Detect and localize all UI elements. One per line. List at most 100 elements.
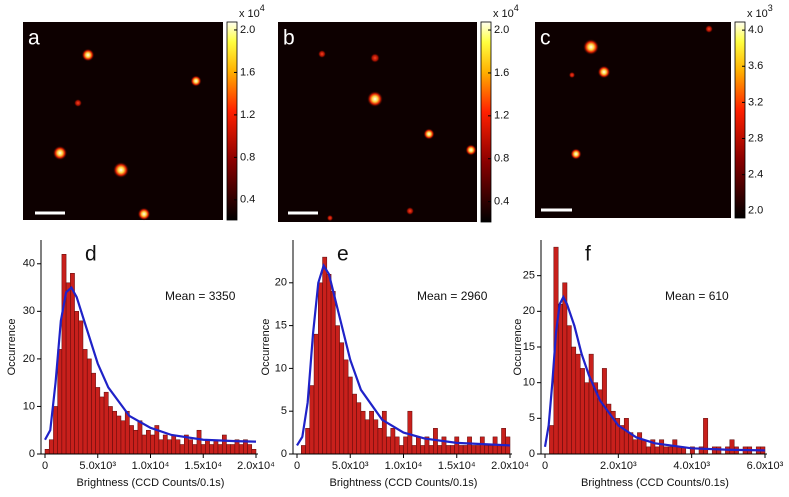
histogram-bar [150,434,155,455]
histogram-bar [103,391,109,455]
y-tick-label: 20 [523,305,535,317]
y-axis-label: Occurrence [6,319,18,376]
fluorescent-spot [705,25,713,33]
histogram-bar [381,410,387,455]
histogram-bar [335,325,340,455]
x-tick-label: 0 [294,460,300,472]
histogram-bar [141,434,147,455]
multiplier-exponent: 4 [514,3,519,13]
histogram-bar [196,429,202,455]
histogram-bar [309,385,315,455]
histogram-bar [386,436,391,455]
histogram-bar [343,359,349,455]
x-tick-label: 1.5x10⁴ [184,460,222,472]
x-tick-label: 1.5x10⁴ [438,460,476,472]
colorbar-tick-label: 0.4 [494,196,509,208]
histogram-bar [209,444,215,455]
panel-label: a [28,27,40,50]
histogram-bar [162,434,168,455]
histogram-bar [571,346,577,455]
histogram-bar [601,368,607,455]
histogram-bar [247,444,253,455]
histogram-bar [221,434,227,455]
fit-curve [44,285,257,443]
fit-curve [543,294,766,452]
histogram-bar [356,402,362,455]
colorbar-tick-label: 2.4 [748,169,763,181]
histogram-bar [549,425,555,455]
histogram-bar [200,444,206,455]
annotation: Mean = 610 [665,289,729,303]
histogram-bar [330,291,336,455]
x-tick-label: 2.0x10⁴ [491,460,529,472]
colorbar-tick-label: 4.0 [748,24,763,36]
x-tick-label: 0 [42,460,48,472]
multiplier-exponent: 3 [768,3,773,13]
histogram-bar [57,349,63,455]
histogram-bar [398,445,404,455]
colorbar-tick-label: 3.2 [748,96,763,108]
histogram-bar [484,445,489,455]
colorbar [734,21,746,219]
fluorescent-spot [406,207,414,215]
histogram-bar [95,387,101,455]
histogram-bar [369,410,374,455]
fluorescent-spot [113,162,129,178]
fluorescent-spot [568,71,576,79]
histogram-bar [420,445,426,455]
histogram-bar [364,419,370,455]
histogram-bar [301,445,306,455]
histogram-bar [637,432,643,455]
histogram-bar [428,445,434,455]
y-tick-label: 0 [29,448,35,460]
x-axis-label: Brightness (CCD Counts/0.1s) [330,477,478,489]
histogram-bar [146,429,151,455]
annotation: Mean = 3350 [165,289,236,303]
histogram-bar [217,444,223,455]
colorbar-tick-label: 2.8 [748,132,763,144]
fit-curve [296,263,511,447]
histogram-bar [158,439,164,455]
histogram-bar [623,418,629,455]
histogram-bar [360,410,366,455]
histogram-bar [373,419,379,455]
fluorescent-spot [370,53,380,63]
histogram-bar [501,428,506,455]
y-tick-label: 25 [523,270,535,282]
y-tick-label: 0 [529,448,535,460]
y-tick-label: 10 [523,377,535,389]
y-tick-label: 0 [281,448,287,460]
micrograph [535,22,731,218]
histogram-bar [641,439,647,455]
histogram-bar [86,358,92,455]
histogram-bar [213,439,219,455]
histogram-bar [171,434,177,455]
x-tick-label: 5.0x10³ [332,460,369,472]
histogram-bar [230,444,236,455]
x-axis-label: Brightness (CCD Counts/0.1s) [581,477,729,489]
histogram-bar [450,445,455,455]
histogram-bar [654,446,660,455]
x-tick-label: 5.0x10³ [79,460,116,472]
x-tick-label: 2.0x10³ [600,460,637,472]
x-tick-label: 1.0x10⁴ [132,460,170,472]
histogram-bar [347,376,353,455]
histogram-bar [645,446,651,455]
panel-label: f [585,243,591,266]
y-axis-label: Occurrence [260,319,272,376]
histogram-bar [322,256,328,455]
fluorescent-spot [137,207,151,221]
histogram-bar [192,444,198,455]
histogram-bar [475,445,481,455]
histogram-bar [48,439,54,455]
histogram-bar [579,368,585,455]
histogram-bar [557,303,563,455]
histogram-bar [458,445,464,455]
x-tick-label: 0 [542,460,548,472]
x-tick-label: 6.0x10³ [747,460,784,472]
fluorescent-spot [423,128,435,140]
histogram-bar [120,420,126,455]
histogram-bar [65,282,71,455]
histogram-bar [667,446,673,455]
histogram-bar [676,446,682,455]
